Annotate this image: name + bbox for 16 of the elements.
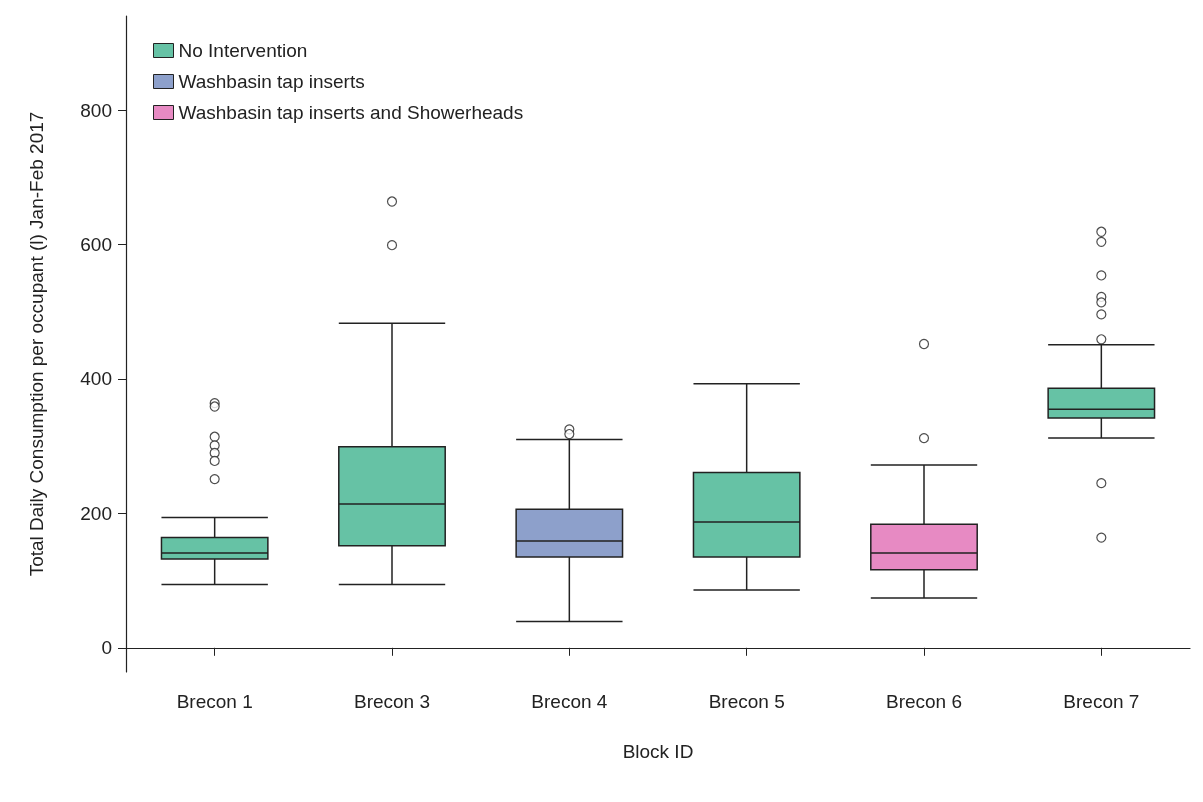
y-axis-title: Total Daily Consumption per occupant (l) Jan-Feb 2017 (26, 111, 47, 577)
x-tick-label: Brecon 5 (708, 691, 785, 712)
x-tick-label: Brecon 6 (885, 691, 963, 712)
y-tick-label: 0 (101, 637, 112, 659)
legend-label: Washbasin tap inserts and Showerheads (178, 102, 524, 123)
y-tick-label: 400 (80, 368, 112, 390)
x-tick-label: Brecon 1 (176, 691, 253, 712)
x-tick-label: Brecon 3 (353, 691, 431, 712)
legend-label: Washbasin tap inserts (178, 71, 365, 92)
legend-label: No Intervention (178, 40, 308, 61)
y-tick-label: 800 (80, 99, 112, 121)
y-tick-label: 200 (80, 502, 112, 524)
x-tick-label: Brecon 7 (1063, 691, 1140, 712)
y-tick-label: 600 (80, 234, 112, 256)
x-axis-title: Block ID (622, 741, 694, 762)
x-tick-label: Brecon 4 (531, 691, 608, 712)
